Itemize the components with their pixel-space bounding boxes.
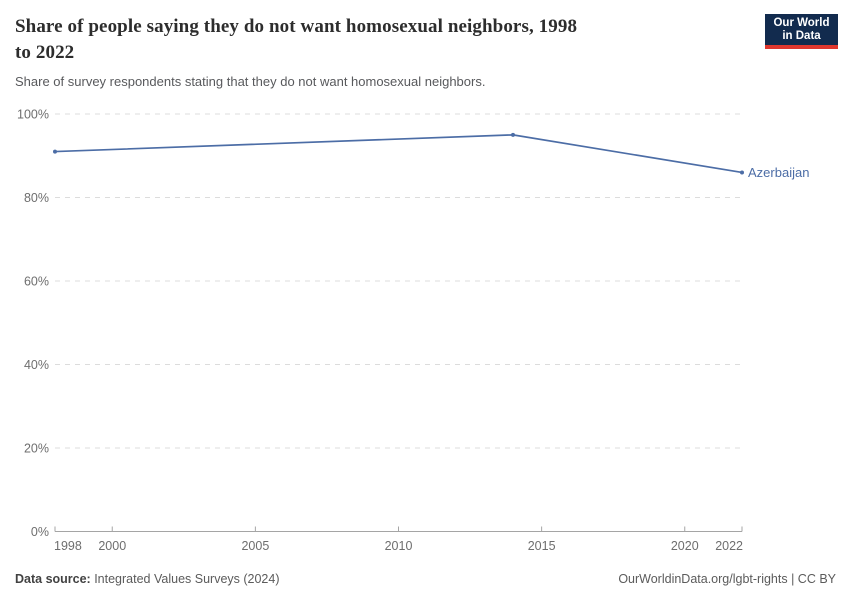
series-line[interactable] bbox=[54, 134, 743, 174]
data-point[interactable] bbox=[740, 170, 744, 175]
owid-logo-line2: in Data bbox=[782, 30, 821, 42]
entity-label[interactable]: Azerbaijan bbox=[748, 165, 809, 180]
x-axis-label: 2000 bbox=[98, 539, 126, 553]
x-axis-label: 2015 bbox=[528, 539, 556, 553]
data-source-label: Data source: bbox=[15, 572, 91, 586]
x-axis-label: 2010 bbox=[385, 539, 413, 553]
y-axis-label: 60% bbox=[24, 274, 49, 288]
data-source: Data source: Integrated Values Surveys (… bbox=[15, 572, 280, 586]
chart-subtitle: Share of survey respondents stating that… bbox=[15, 74, 486, 89]
owid-logo: Our World in Data bbox=[765, 14, 838, 49]
data-point[interactable] bbox=[511, 132, 515, 137]
y-axis-label: 40% bbox=[24, 358, 49, 372]
y-axis-label: 0% bbox=[31, 525, 49, 539]
y-axis-label: 20% bbox=[24, 441, 49, 455]
page-title: Share of people saying they do not want … bbox=[15, 16, 578, 63]
x-axis-label: 1998 bbox=[54, 539, 82, 553]
owid-logo-line1: Our World bbox=[773, 17, 830, 29]
chart-footer: Data source: Integrated Values Surveys (… bbox=[0, 572, 850, 586]
y-axis-label: 80% bbox=[24, 191, 49, 205]
data-point[interactable] bbox=[53, 149, 57, 154]
data-source-value: Integrated Values Surveys (2024) bbox=[90, 572, 280, 586]
y-axis-label: 100% bbox=[17, 107, 49, 121]
x-axis-label: 2022 bbox=[715, 539, 743, 553]
owid-url-license[interactable]: OurWorldinData.org/lgbt-rights | CC BY bbox=[618, 572, 836, 586]
x-axis-label: 2005 bbox=[241, 539, 269, 553]
x-axis-label: 2020 bbox=[671, 539, 699, 553]
